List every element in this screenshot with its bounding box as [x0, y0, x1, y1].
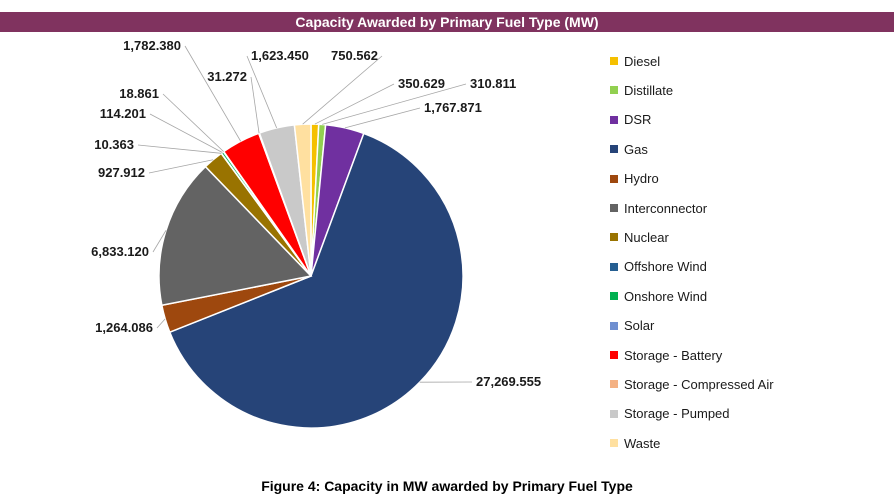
legend-item: Solar: [610, 317, 654, 335]
legend-swatch: [610, 57, 618, 65]
leader-line: [152, 230, 167, 253]
legend-label: Waste: [624, 435, 661, 451]
legend-label: Interconnector: [624, 200, 708, 216]
legend-item: Nuclear: [610, 228, 669, 246]
legend-swatch: [610, 262, 618, 271]
leader-line: [148, 159, 214, 174]
legend-item: Interconnector: [610, 199, 707, 217]
leader-line: [162, 93, 224, 152]
data-label: 31.272: [207, 69, 247, 84]
legend-swatch: [610, 439, 618, 448]
data-label: 1,782.380: [123, 38, 181, 53]
data-label: 750.562: [331, 48, 378, 63]
leader-line: [322, 83, 467, 125]
legend-swatch: [610, 145, 618, 154]
legend-item: Onshore Wind: [610, 287, 707, 305]
leader-line: [250, 76, 260, 134]
legend-label: DSR: [624, 112, 652, 128]
legend-label: Gas: [624, 141, 648, 157]
legend-item: DSR: [610, 111, 651, 129]
legend-swatch: [610, 409, 618, 418]
legend-label: Storage - Battery: [624, 347, 723, 363]
legend-item: Distillate: [610, 81, 673, 99]
legend-item: Diesel: [610, 52, 660, 70]
legend-swatch: [610, 292, 618, 301]
legend-swatch: [610, 86, 618, 95]
legend-item: Offshore Wind: [610, 258, 707, 276]
legend-item: Gas: [610, 140, 648, 158]
legend-label: Storage - Compressed Air: [624, 376, 774, 392]
legend-swatch: [610, 204, 618, 212]
data-label: 350.629: [398, 76, 445, 91]
leader-line: [302, 55, 383, 125]
leader-line: [184, 45, 242, 142]
leader-lines: [137, 45, 473, 383]
legend-label: Hydro: [624, 171, 659, 187]
leader-line: [156, 318, 166, 329]
pie-slice-waste: [293, 123, 312, 277]
figure-caption: Figure 4: Capacity in MW awarded by Prim…: [261, 478, 633, 494]
legend-label: Distillate: [624, 82, 674, 98]
leader-line: [314, 83, 395, 125]
leader-line: [149, 113, 223, 153]
pie-slice-gas: [168, 132, 464, 429]
legend-label: Storage - Pumped: [624, 406, 730, 422]
legend-item: Storage - Compressed Air: [610, 375, 774, 393]
legend-item: Storage - Pumped: [610, 405, 730, 423]
legend-swatch: [610, 380, 618, 389]
data-label: 310.811: [470, 76, 516, 91]
data-label: 1,767.871: [424, 100, 482, 115]
legend-item: Waste: [610, 434, 660, 452]
data-label: 6,833.120: [91, 244, 149, 259]
pie-slices: [158, 123, 464, 429]
legend-label: Nuclear: [624, 229, 669, 245]
pie-slice-interconnector: [158, 165, 313, 307]
legend-label: Solar: [624, 318, 655, 334]
legend-swatch: [610, 233, 618, 242]
legend-swatch: [610, 115, 618, 124]
legend-label: Diesel: [624, 53, 661, 69]
data-labels: 350.629 310.811 1,767.871 27,269.555 1,264.0…: [91, 38, 541, 389]
legend-label: Onshore Wind: [624, 288, 708, 304]
leader-line: [137, 144, 222, 154]
leader-line: [246, 55, 278, 129]
legend-swatch: [610, 321, 618, 330]
chart-title: Capacity Awarded by Primary Fuel Type (M…: [0, 12, 894, 32]
data-label: 10.363: [94, 137, 134, 152]
data-label: 927.912: [98, 165, 145, 180]
data-label: 114.201: [100, 106, 146, 121]
data-label: 27,269.555: [476, 374, 541, 389]
legend-swatch: [610, 174, 618, 183]
legend-label: Offshore Wind: [624, 259, 707, 275]
data-label: 1,264.086: [95, 320, 153, 335]
legend-item: Hydro: [610, 170, 659, 188]
data-label: 18.861: [119, 86, 159, 101]
legend-swatch: [610, 351, 618, 359]
leader-line: [344, 107, 421, 129]
data-label: 1,623.450: [251, 48, 309, 63]
legend-item: Storage - Battery: [610, 346, 722, 364]
